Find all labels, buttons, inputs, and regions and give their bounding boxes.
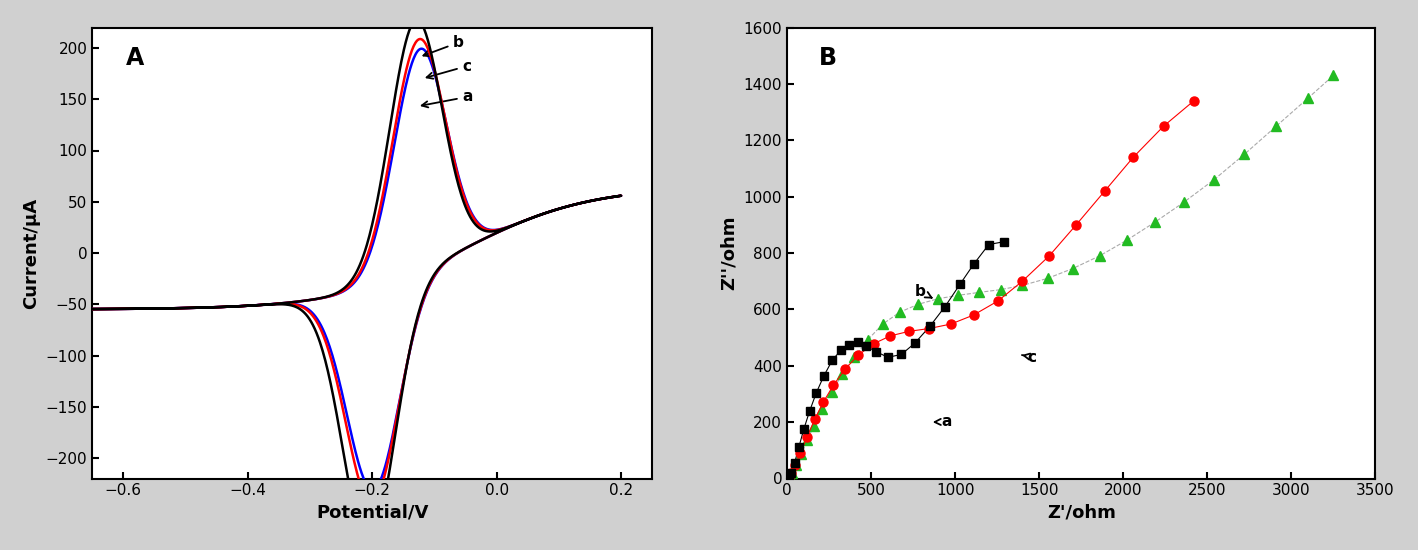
Text: A: A bbox=[126, 46, 145, 69]
Text: b: b bbox=[915, 284, 932, 299]
Y-axis label: Z''/ohm: Z''/ohm bbox=[720, 216, 737, 290]
X-axis label: Z'/ohm: Z'/ohm bbox=[1046, 504, 1116, 522]
Text: b: b bbox=[424, 35, 464, 56]
Text: c: c bbox=[1022, 349, 1037, 365]
Y-axis label: Current/μA: Current/μA bbox=[23, 197, 40, 309]
Text: a: a bbox=[421, 89, 472, 107]
Text: a: a bbox=[934, 414, 951, 430]
Text: B: B bbox=[820, 46, 838, 69]
X-axis label: Potential/V: Potential/V bbox=[316, 504, 428, 522]
Text: c: c bbox=[427, 58, 471, 79]
